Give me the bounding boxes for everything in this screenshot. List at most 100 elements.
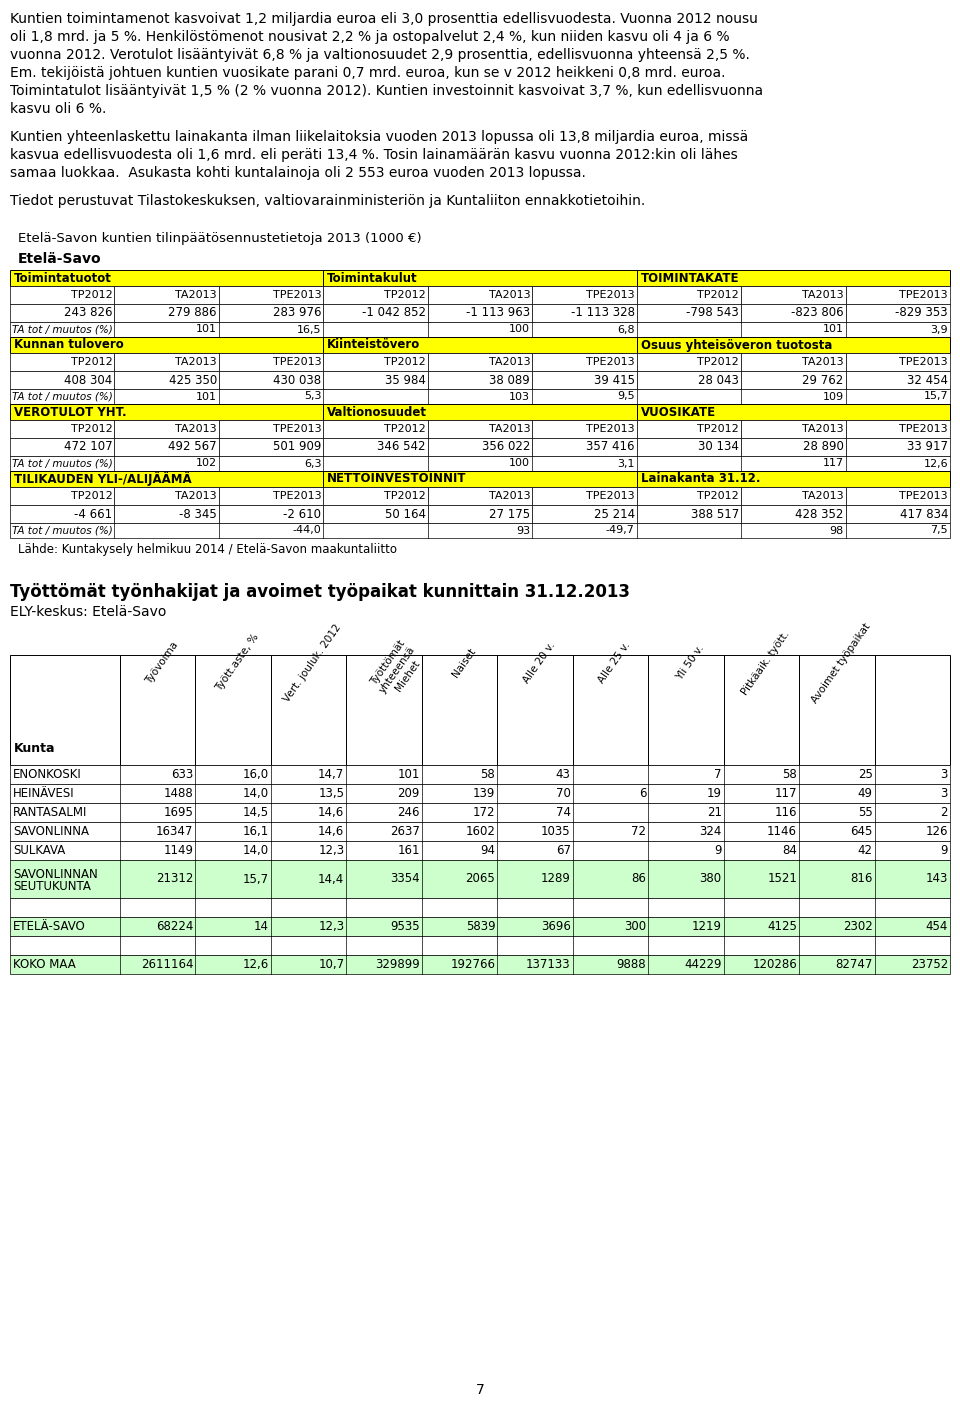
Text: 380: 380 bbox=[700, 873, 722, 886]
FancyBboxPatch shape bbox=[846, 438, 950, 456]
Text: TA tot / muutos (%): TA tot / muutos (%) bbox=[12, 324, 112, 334]
FancyBboxPatch shape bbox=[219, 487, 324, 504]
FancyBboxPatch shape bbox=[10, 271, 324, 286]
Text: 117: 117 bbox=[823, 459, 844, 469]
FancyBboxPatch shape bbox=[10, 937, 950, 955]
Text: Tiedot perustuvat Tilastokeskuksen, valtiovarainministeriön ja Kuntaliiton ennak: Tiedot perustuvat Tilastokeskuksen, valt… bbox=[10, 194, 645, 208]
Text: -798 543: -798 543 bbox=[686, 306, 739, 319]
Text: 23752: 23752 bbox=[911, 958, 948, 971]
Text: 645: 645 bbox=[851, 825, 873, 837]
FancyBboxPatch shape bbox=[10, 371, 114, 390]
FancyBboxPatch shape bbox=[532, 353, 636, 371]
FancyBboxPatch shape bbox=[10, 404, 324, 419]
Text: -2 610: -2 610 bbox=[283, 507, 322, 520]
Text: SAVONLINNAN: SAVONLINNAN bbox=[13, 867, 98, 880]
FancyBboxPatch shape bbox=[724, 655, 799, 765]
Text: 15,7: 15,7 bbox=[924, 391, 948, 401]
FancyBboxPatch shape bbox=[114, 419, 219, 438]
Text: 14,7: 14,7 bbox=[318, 768, 345, 781]
Text: 454: 454 bbox=[925, 920, 948, 932]
Text: NETTOINVESTOINNIT: NETTOINVESTOINNIT bbox=[327, 472, 467, 486]
FancyBboxPatch shape bbox=[324, 404, 636, 419]
Text: 28 043: 28 043 bbox=[698, 374, 739, 387]
FancyBboxPatch shape bbox=[741, 371, 846, 390]
FancyBboxPatch shape bbox=[114, 353, 219, 371]
FancyBboxPatch shape bbox=[428, 438, 532, 456]
Text: 1035: 1035 bbox=[541, 825, 571, 837]
FancyBboxPatch shape bbox=[741, 487, 846, 504]
FancyBboxPatch shape bbox=[10, 504, 114, 523]
Text: 44229: 44229 bbox=[684, 958, 722, 971]
Text: 13,5: 13,5 bbox=[319, 786, 345, 801]
Text: 93: 93 bbox=[516, 526, 530, 536]
Text: TA2013: TA2013 bbox=[176, 357, 217, 367]
FancyBboxPatch shape bbox=[347, 655, 421, 765]
Text: 27 175: 27 175 bbox=[489, 507, 530, 520]
FancyBboxPatch shape bbox=[636, 305, 741, 322]
FancyBboxPatch shape bbox=[741, 504, 846, 523]
FancyBboxPatch shape bbox=[10, 487, 114, 504]
FancyBboxPatch shape bbox=[120, 655, 196, 765]
FancyBboxPatch shape bbox=[10, 860, 950, 898]
Text: 68224: 68224 bbox=[156, 920, 194, 932]
Text: ENONKOSKI: ENONKOSKI bbox=[13, 768, 82, 781]
FancyBboxPatch shape bbox=[846, 286, 950, 305]
Text: -49,7: -49,7 bbox=[606, 526, 635, 536]
FancyBboxPatch shape bbox=[875, 655, 950, 765]
Text: Valtionosuudet: Valtionosuudet bbox=[327, 405, 427, 418]
FancyBboxPatch shape bbox=[846, 487, 950, 504]
FancyBboxPatch shape bbox=[846, 353, 950, 371]
FancyBboxPatch shape bbox=[324, 371, 428, 390]
Text: 102: 102 bbox=[196, 459, 217, 469]
Text: Lainakanta 31.12.: Lainakanta 31.12. bbox=[640, 472, 760, 486]
Text: 67: 67 bbox=[556, 845, 571, 857]
Text: -8 345: -8 345 bbox=[180, 507, 217, 520]
FancyBboxPatch shape bbox=[428, 371, 532, 390]
Text: 16,1: 16,1 bbox=[243, 825, 269, 837]
Text: SEUTUKUNTA: SEUTUKUNTA bbox=[13, 880, 91, 893]
FancyBboxPatch shape bbox=[532, 419, 636, 438]
Text: ETELÄ-SAVO: ETELÄ-SAVO bbox=[13, 920, 85, 932]
FancyBboxPatch shape bbox=[636, 286, 741, 305]
Text: -823 806: -823 806 bbox=[791, 306, 844, 319]
Text: TA2013: TA2013 bbox=[802, 357, 844, 367]
FancyBboxPatch shape bbox=[10, 322, 950, 337]
Text: TP2012: TP2012 bbox=[384, 357, 426, 367]
Text: 101: 101 bbox=[823, 324, 844, 334]
Text: 16347: 16347 bbox=[156, 825, 194, 837]
Text: 3: 3 bbox=[941, 768, 948, 781]
Text: -1 113 328: -1 113 328 bbox=[570, 306, 635, 319]
FancyBboxPatch shape bbox=[428, 353, 532, 371]
Text: 14,4: 14,4 bbox=[318, 873, 345, 886]
Text: TA2013: TA2013 bbox=[176, 290, 217, 300]
FancyBboxPatch shape bbox=[636, 504, 741, 523]
FancyBboxPatch shape bbox=[324, 305, 428, 322]
FancyBboxPatch shape bbox=[636, 353, 741, 371]
Text: Alle 20 v.: Alle 20 v. bbox=[521, 640, 557, 686]
Text: 16,0: 16,0 bbox=[243, 768, 269, 781]
Text: 30 134: 30 134 bbox=[698, 441, 739, 453]
Text: TP2012: TP2012 bbox=[71, 357, 112, 367]
Text: 15,7: 15,7 bbox=[243, 873, 269, 886]
Text: TP2012: TP2012 bbox=[384, 290, 426, 300]
Text: 356 022: 356 022 bbox=[482, 441, 530, 453]
Text: 7,5: 7,5 bbox=[930, 526, 948, 536]
FancyBboxPatch shape bbox=[10, 955, 950, 973]
FancyBboxPatch shape bbox=[219, 353, 324, 371]
Text: 3,1: 3,1 bbox=[617, 459, 635, 469]
FancyBboxPatch shape bbox=[428, 305, 532, 322]
Text: 58: 58 bbox=[481, 768, 495, 781]
Text: Em. tekijöistä johtuen kuntien vuosikate parani 0,7 mrd. euroa, kun se v 2012 he: Em. tekijöistä johtuen kuntien vuosikate… bbox=[10, 67, 726, 79]
Text: 19: 19 bbox=[707, 786, 722, 801]
Text: TA tot / muutos (%): TA tot / muutos (%) bbox=[12, 526, 112, 536]
Text: TA2013: TA2013 bbox=[489, 290, 530, 300]
Text: TPE2013: TPE2013 bbox=[900, 424, 948, 434]
FancyBboxPatch shape bbox=[114, 371, 219, 390]
FancyBboxPatch shape bbox=[114, 487, 219, 504]
FancyBboxPatch shape bbox=[10, 353, 114, 371]
Text: 346 542: 346 542 bbox=[377, 441, 426, 453]
Text: 324: 324 bbox=[699, 825, 722, 837]
FancyBboxPatch shape bbox=[10, 286, 114, 305]
FancyBboxPatch shape bbox=[497, 655, 573, 765]
Text: TPE2013: TPE2013 bbox=[586, 492, 635, 502]
